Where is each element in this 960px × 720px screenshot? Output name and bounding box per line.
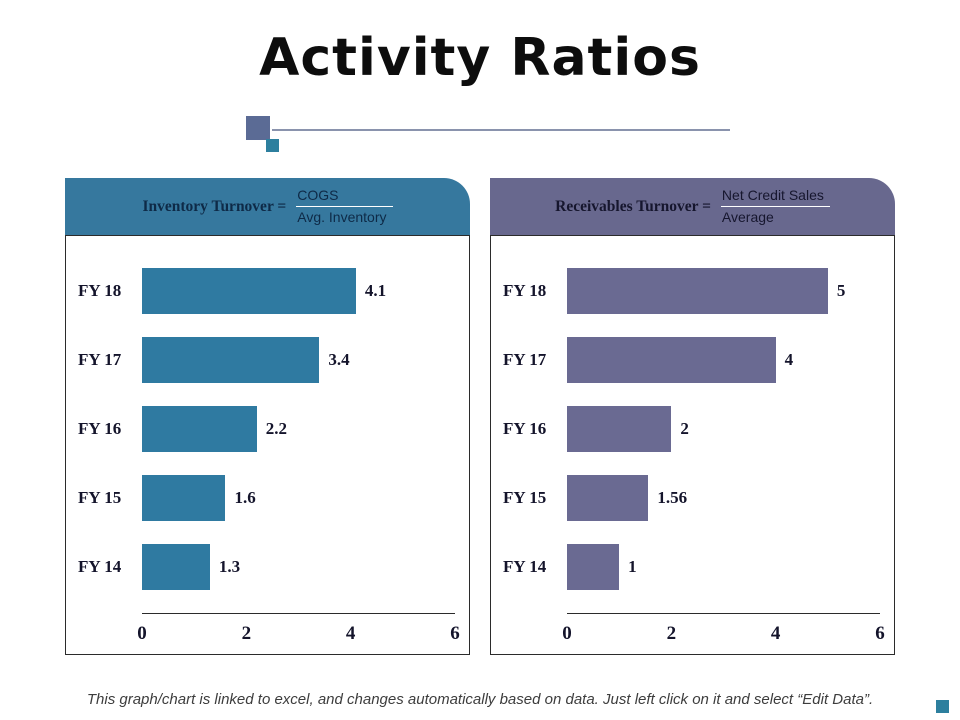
bar (567, 268, 828, 314)
bar-track: 1.56 (567, 475, 880, 521)
x-tick-label: 6 (450, 623, 460, 644)
formula-denominator: Avg. Inventory (297, 209, 387, 225)
bar-row: FY 17 4 (491, 337, 894, 383)
x-tick-label: 6 (875, 623, 885, 644)
bar-rows: FY 18 4.1 FY 17 3.4 FY 16 2.2 FY 15 1.6 FY 14 1.3 (66, 268, 469, 590)
bar-track: 1 (567, 544, 880, 590)
value-label: 4.1 (364, 281, 387, 300)
page-title: Activity Ratios (259, 28, 701, 88)
category-label: FY 17 (503, 350, 547, 369)
x-tick-label: 2 (241, 623, 252, 644)
bar (142, 406, 257, 452)
decor-square-large (246, 116, 270, 140)
inventory-turnover-chart[interactable]: FY 18 4.1 FY 17 3.4 FY 16 2.2 FY 15 1.6 FY 14 1.3… (65, 235, 470, 655)
bar-track: 1.3 (142, 544, 455, 590)
value-label: 3.4 (328, 350, 350, 369)
bar-track: 1.6 (142, 475, 455, 521)
category-label: FY 18 (503, 281, 547, 300)
x-tick-label: 0 (137, 623, 147, 644)
bar-row: FY 14 1 (491, 544, 894, 590)
formula-fraction: COGS Avg. Inventory (296, 187, 393, 227)
value-label: 4 (784, 350, 794, 369)
x-axis: 0 2 4 6 (137, 613, 460, 654)
bar-track: 3.4 (142, 337, 455, 383)
formula-denominator: Average (721, 209, 774, 225)
bar (567, 475, 649, 521)
inventory-turnover-panel: Inventory Turnover = COGS Avg. Inventory… (65, 178, 470, 655)
x-tick-label: 4 (345, 623, 356, 644)
bar-track: 4.1 (142, 268, 455, 314)
bar-row: FY 15 1.56 (491, 475, 894, 521)
bar-row: FY 14 1.3 (66, 544, 469, 590)
x-tick-label: 2 (666, 623, 677, 644)
category-label: FY 14 (503, 557, 547, 576)
bar-track: 2 (567, 406, 880, 452)
bar-row: FY 18 5 (491, 268, 894, 314)
decor-corner-square (936, 700, 949, 713)
category-label: FY 15 (78, 488, 122, 507)
value-label: 2 (680, 419, 689, 438)
category-label: FY 14 (78, 557, 122, 576)
bar-rows: FY 18 5 FY 17 4 FY 16 2 FY 15 1.56 FY 14 1 (491, 268, 894, 590)
bar-row: FY 18 4.1 (66, 268, 469, 314)
category-label: FY 15 (503, 488, 547, 507)
bar-track: 2.2 (142, 406, 455, 452)
formula-label: Inventory Turnover = (142, 197, 287, 215)
category-label: FY 16 (78, 419, 122, 438)
inventory-turnover-header: Inventory Turnover = COGS Avg. Inventory (65, 178, 470, 235)
category-label: FY 16 (503, 419, 547, 438)
bar (567, 406, 672, 452)
value-label: 1.3 (218, 557, 241, 576)
category-label: FY 17 (78, 350, 122, 369)
bar-row: FY 17 3.4 (66, 337, 469, 383)
bar (142, 337, 320, 383)
formula-numerator: Net Credit Sales (720, 187, 830, 207)
bar (142, 268, 356, 314)
footer-note: This graph/chart is linked to excel, and… (86, 691, 874, 708)
formula-numerator: COGS (296, 187, 393, 207)
receivables-turnover-header: Receivables Turnover = Net Credit Sales … (490, 178, 895, 235)
decor-square-small (266, 139, 279, 152)
bar (142, 544, 210, 590)
value-label: 1.6 (234, 488, 256, 507)
bar (567, 337, 776, 383)
x-axis: 0 2 4 6 (562, 613, 885, 654)
bar-row: FY 15 1.6 (66, 475, 469, 521)
bar-track: 5 (567, 268, 880, 314)
formula-label: Receivables Turnover = (555, 197, 711, 215)
receivables-turnover-chart[interactable]: FY 18 5 FY 17 4 FY 16 2 FY 15 1.56 FY 14 1 0 2 4 6 (490, 235, 895, 655)
value-label: 5 (836, 281, 846, 300)
value-label: 1.56 (657, 488, 688, 507)
bar (142, 475, 226, 521)
receivables-turnover-panel: Receivables Turnover = Net Credit Sales … (490, 178, 895, 655)
value-label: 2.2 (265, 419, 288, 438)
category-label: FY 18 (78, 281, 122, 300)
bar (567, 544, 620, 590)
title-underline (272, 129, 730, 131)
bar-row: FY 16 2 (491, 406, 894, 452)
bar-row: FY 16 2.2 (66, 406, 469, 452)
value-label: 1 (628, 557, 637, 576)
formula-fraction: Net Credit Sales Average (720, 187, 830, 227)
x-tick-label: 4 (770, 623, 781, 644)
bar-track: 4 (567, 337, 880, 383)
x-tick-label: 0 (562, 623, 572, 644)
charts-container: Inventory Turnover = COGS Avg. Inventory… (65, 178, 895, 655)
